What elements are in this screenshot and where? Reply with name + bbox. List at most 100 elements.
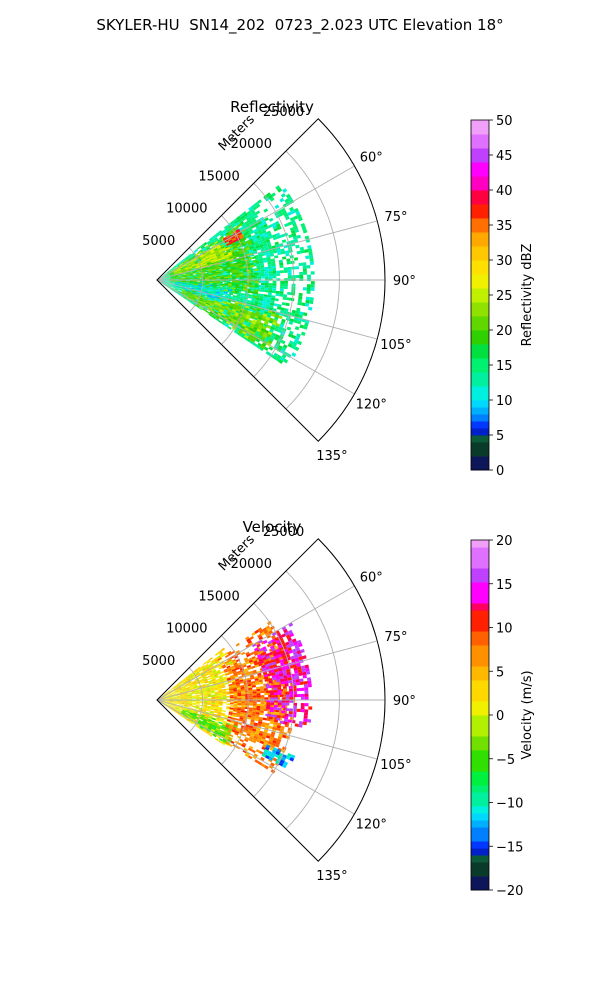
colorbar-swatch [471,365,489,373]
colorbar-label: Reflectivity dBZ [520,244,535,347]
colorbar-swatch [471,218,489,226]
colorbar-swatch [471,400,489,408]
colorbar-swatch [471,610,489,618]
colorbar-tick-label: 10 [496,622,513,637]
colorbar-swatch [471,386,489,394]
colorbar-swatch [471,841,489,849]
range-tick-label: 15000 [198,589,239,604]
azimuth-tick-label: 75° [384,210,407,225]
colorbar-tick-label: −10 [496,797,523,812]
azimuth-line-105 [156,699,378,760]
colorbar-swatch [471,162,489,170]
colorbar-swatch [471,638,489,646]
colorbar-swatch [471,197,489,205]
colorbar-tick-label: 25 [496,289,513,304]
velocity-grid [156,538,386,862]
reflectivity-grid [156,118,386,442]
colorbar-tick-label: 30 [496,254,513,269]
colorbar-swatch [471,582,489,590]
colorbar-swatch [471,435,489,443]
colorbar-swatch [471,176,489,184]
range-tick-label: 10000 [166,622,207,637]
azimuth-line-60 [156,585,355,701]
colorbar-tick-label: 5 [496,665,504,680]
colorbar-swatch [471,715,489,723]
colorbar-swatch [471,204,489,212]
colorbar-swatch [471,183,489,191]
colorbar-swatch [471,274,489,282]
colorbar-label: Velocity (m/s) [520,670,535,759]
colorbar-swatch [471,358,489,366]
colorbar-swatch [471,120,489,128]
colorbar-swatch [471,869,489,877]
velocity-frame [156,538,386,862]
colorbar-swatch [471,246,489,254]
colorbar-swatch [471,785,489,793]
colorbar-swatch [471,666,489,674]
colorbar-swatch [471,596,489,604]
colorbar-swatch [471,603,489,611]
reflectivity-colorbar: 0 5 10 15 20 25 30 35 40 45 50 Reflectivity dBZ [470,114,535,479]
azimuth-tick-label: 75° [384,630,407,645]
range-tick-label: 20000 [231,137,272,152]
colorbar-swatch [471,323,489,331]
colorbar-swatch [471,561,489,569]
colorbar-swatch [471,834,489,842]
colorbar-swatch [471,127,489,135]
colorbar-swatch [471,680,489,688]
range-tick-label: 5000 [142,654,175,669]
colorbar-swatch [471,456,489,464]
colorbar-swatch [471,855,489,863]
colorbar-tick-label: 15 [496,359,513,374]
colorbar-swatch [471,792,489,800]
velocity-title: Velocity [243,518,302,536]
colorbar-swatch [471,778,489,786]
colorbar-swatch [471,148,489,156]
colorbar-swatch [471,547,489,555]
colorbar-swatch [471,281,489,289]
colorbar-tick-label: 5 [496,429,504,444]
colorbar-tick-label: 20 [496,534,513,549]
colorbar-swatch [471,330,489,338]
colorbar-tick-label: 20 [496,324,513,339]
colorbar-swatch [471,820,489,828]
colorbar-swatch [471,764,489,772]
colorbar-tick-label: 0 [496,709,504,724]
colorbar-tick-label: −15 [496,840,523,855]
colorbar-swatch [471,645,489,653]
colorbar-tick-label: 35 [496,219,513,234]
colorbar-swatch [471,155,489,163]
colorbar-swatch [471,414,489,422]
colorbar-swatch [471,722,489,730]
colorbar-swatch [471,813,489,821]
colorbar-swatch [471,428,489,436]
azimuth-tick-label: 135° [316,869,347,884]
azimuth-line-75 [156,220,378,281]
colorbar-swatch [471,344,489,352]
colorbar-swatch [471,694,489,702]
colorbar-swatch [471,337,489,345]
colorbar-swatch [471,449,489,457]
figure-title: SKYLER-HU SN14_202 0723_2.023 UTC Elevat… [96,16,504,34]
colorbar-swatch [471,253,489,261]
azimuth-line-120 [156,699,355,815]
colorbar-swatch [471,260,489,268]
range-tick-label: 5000 [142,234,175,249]
reflectivity-title: Reflectivity [230,98,314,116]
colorbar-swatch [471,463,489,471]
colorbar-tick-label: 50 [496,114,513,129]
velocity-field [160,620,313,774]
colorbar-swatch [471,736,489,744]
colorbar-swatch [471,848,489,856]
colorbar-swatch [471,568,489,576]
azimuth-line-105 [156,279,378,340]
colorbar-swatch [471,309,489,317]
range-tick-label: 25000 [263,525,304,540]
colorbar-swatch [471,743,489,751]
reflectivity-frame [156,118,386,442]
range-tick-label: 10000 [166,202,207,217]
colorbar-tick-label: 10 [496,394,513,409]
colorbar-swatch [471,624,489,632]
colorbar-swatch [471,267,489,275]
colorbar-swatch [471,757,489,765]
